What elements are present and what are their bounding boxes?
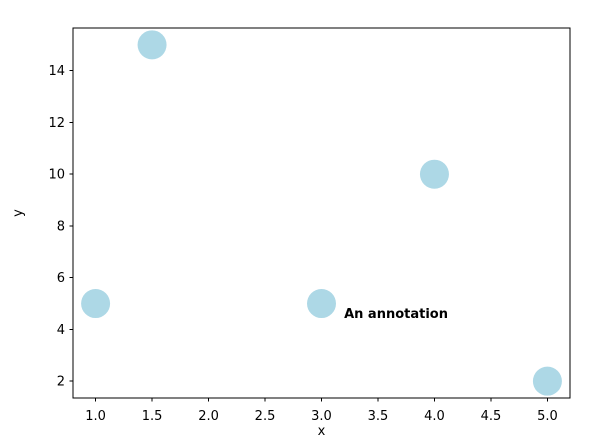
- annotation-text: An annotation: [344, 307, 448, 322]
- x-tick-label: 2.0: [198, 409, 219, 424]
- y-tick-label: 4: [57, 323, 65, 338]
- scatter-point: [307, 289, 336, 319]
- y-axis-label: y: [11, 209, 26, 217]
- x-tick-label: 4.0: [424, 409, 445, 424]
- scatter-point: [419, 159, 449, 189]
- y-tick-label: 6: [57, 271, 65, 286]
- x-tick-label: 2.5: [255, 409, 276, 424]
- x-tick-label: 3.5: [368, 409, 389, 424]
- x-axis-label: x: [318, 424, 326, 439]
- x-tick-label: 4.5: [481, 409, 502, 424]
- y-tick-label: 10: [48, 168, 65, 183]
- scatter-point: [81, 289, 111, 319]
- scatter-point: [137, 30, 167, 60]
- x-tick-label: 1.0: [85, 409, 106, 424]
- x-tick-label: 3.0: [311, 409, 332, 424]
- y-tick-label: 8: [57, 219, 65, 234]
- y-tick-label: 2: [57, 375, 65, 390]
- y-tick-label: 12: [48, 116, 65, 131]
- y-tick-label: 14: [48, 64, 65, 79]
- plot-border: [72, 27, 571, 399]
- x-tick-label: 5.0: [537, 409, 558, 424]
- x-tick-label: 1.5: [142, 409, 163, 424]
- scatter-point: [532, 366, 562, 396]
